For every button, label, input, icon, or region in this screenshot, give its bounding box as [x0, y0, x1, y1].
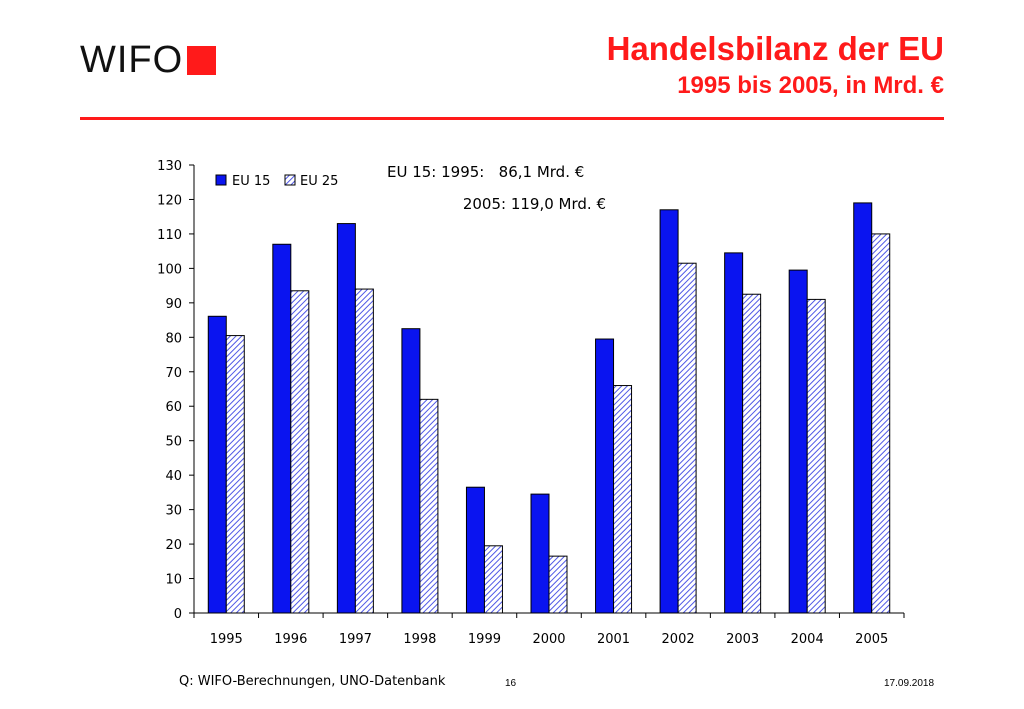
bar-eu25-2005	[871, 233, 891, 614]
annotation-2005: 2005: 119,0 Mrd. €	[463, 195, 606, 213]
y-tick-label: 90	[165, 297, 182, 312]
x-tick-label: 2003	[726, 632, 759, 647]
bar-eu15-2004	[788, 269, 808, 614]
y-tick-label: 40	[165, 469, 182, 484]
x-tick-label: 1998	[403, 632, 436, 647]
page-number: 16	[505, 678, 517, 689]
legend-swatch-eu15	[215, 174, 227, 186]
bar-eu15-1995	[207, 315, 227, 614]
x-tick-label: 2001	[597, 632, 630, 647]
bar-eu15-1998	[401, 328, 421, 614]
logo-square-icon	[187, 45, 217, 75]
y-tick-label: 20	[165, 538, 182, 553]
bar-eu15-2002	[659, 209, 679, 614]
legend-label-eu15: EU 15	[232, 174, 270, 189]
x-tick-label: 2004	[791, 632, 824, 647]
y-tick-label: 50	[165, 435, 182, 450]
footer-date: 17.09.2018	[884, 678, 935, 689]
bar-eu15-2001	[595, 338, 615, 614]
y-tick-label: 120	[157, 193, 182, 208]
x-tick-label: 2005	[855, 632, 888, 647]
bar-eu25-2001	[613, 385, 633, 614]
source-note: Q: WIFO-Berechnungen, UNO-Datenbank	[179, 674, 446, 689]
logo-text: WIFO	[80, 39, 184, 81]
y-tick-label: 30	[165, 504, 182, 519]
bar-eu15-2005	[853, 202, 873, 614]
bar-eu25-2003	[742, 293, 762, 614]
y-tick-label: 130	[157, 159, 182, 174]
bar-eu15-1996	[272, 243, 292, 614]
page-subtitle: 1995 bis 2005, in Mrd. €	[677, 72, 944, 99]
y-tick-label: 80	[165, 331, 182, 346]
bar-eu25-1996	[290, 290, 310, 614]
bar-eu25-1999	[483, 545, 503, 614]
bar-eu25-2004	[806, 298, 826, 614]
x-tick-label: 1997	[339, 632, 372, 647]
bar-eu15-2000	[530, 493, 550, 614]
y-tick-label: 10	[165, 573, 182, 588]
bar-eu25-1995	[225, 335, 245, 614]
x-tick-label: 1999	[468, 632, 501, 647]
bar-eu15-1999	[465, 486, 485, 614]
x-tick-label: 1996	[274, 632, 307, 647]
bar-eu25-2000	[548, 555, 568, 614]
y-tick-label: 110	[157, 228, 182, 243]
title-block: Handelsbilanz der EU 1995 bis 2005, in M…	[607, 30, 944, 101]
x-tick-label: 2000	[532, 632, 565, 647]
wifo-logo: WIFO	[80, 39, 217, 81]
bar-eu25-1997	[354, 288, 374, 614]
y-tick-label: 100	[157, 262, 182, 277]
y-tick-label: 60	[165, 400, 182, 415]
page-title: Handelsbilanz der EU	[606, 30, 944, 67]
bar-eu25-2002	[677, 262, 697, 614]
x-tick-label: 1995	[210, 632, 243, 647]
legend-swatch-eu25	[284, 174, 296, 186]
annotation-1995: EU 15: 1995: 86,1 Mrd. €	[387, 163, 584, 181]
x-tick-label: 2002	[662, 632, 695, 647]
header-divider	[80, 117, 944, 120]
y-tick-label: 0	[174, 607, 182, 622]
y-tick-label: 70	[165, 366, 182, 381]
bar-eu25-1998	[419, 398, 439, 614]
bar-eu15-2003	[724, 252, 744, 614]
bar-eu15-1997	[336, 223, 356, 614]
legend-label-eu25: EU 25	[300, 174, 338, 189]
